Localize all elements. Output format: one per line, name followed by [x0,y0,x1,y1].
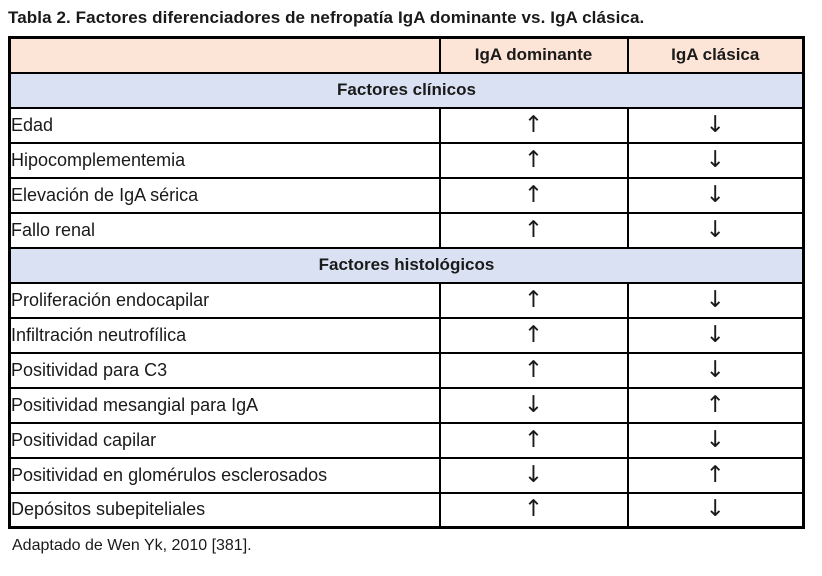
arrow-down-icon: ↓ [438,386,629,424]
table-row: Infiltración neutrofílica ↑ ↓ [8,316,805,354]
row-label: Elevación de IgA sérica [8,176,441,214]
row-label: Hipocomplementemia [8,141,441,179]
row-label: Fallo renal [8,211,441,249]
arrow-down-icon: ↓ [626,141,805,179]
column-header-iga-clasica: IgA clásica [626,36,805,74]
arrow-up-icon: ↑ [438,141,629,179]
table-row: Elevación de IgA sérica ↑ ↓ [8,176,805,214]
arrow-up-icon: ↑ [626,386,805,424]
column-header-iga-dominante: IgA dominante [438,36,629,74]
row-label: Edad [8,106,441,144]
arrow-down-icon: ↓ [626,316,805,354]
table-row: Positividad en glomérulos esclerosados ↓… [8,456,805,494]
arrow-up-icon: ↑ [438,421,629,459]
table-row: Depósitos subepiteliales ↑ ↓ [8,491,805,529]
table-header-row: IgA dominante IgA clásica [8,36,805,74]
arrow-up-icon: ↑ [438,176,629,214]
table-row: Positividad para C3 ↑ ↓ [8,351,805,389]
table-row: Hipocomplementemia ↑ ↓ [8,141,805,179]
arrow-up-icon: ↑ [438,211,629,249]
row-label: Positividad para C3 [8,351,441,389]
page: Tabla 2. Factores diferenciadores de nef… [8,8,805,554]
column-header-blank [8,36,441,74]
section-header-clinical: Factores clínicos [8,71,805,109]
table-row: Fallo renal ↑ ↓ [8,211,805,249]
table-row: Positividad capilar ↑ ↓ [8,421,805,459]
arrow-down-icon: ↓ [626,351,805,389]
arrow-up-icon: ↑ [626,456,805,494]
row-label: Positividad mesangial para IgA [8,386,441,424]
arrow-down-icon: ↓ [438,456,629,494]
table-row: Edad ↑ ↓ [8,106,805,144]
arrow-up-icon: ↑ [438,281,629,319]
section-header-histological: Factores histológicos [8,246,805,284]
table-row: Proliferación endocapilar ↑ ↓ [8,281,805,319]
arrow-down-icon: ↓ [626,491,805,529]
page-title: Tabla 2. Factores diferenciadores de nef… [8,8,645,27]
comparison-table: IgA dominante IgA clásica Factores clíni… [8,36,805,529]
arrow-down-icon: ↓ [626,106,805,144]
row-label: Depósitos subepiteliales [8,491,441,529]
arrow-up-icon: ↑ [438,351,629,389]
table-row: Positividad mesangial para IgA ↓ ↑ [8,386,805,424]
row-label: Infiltración neutrofílica [8,316,441,354]
row-label: Positividad en glomérulos esclerosados [8,456,441,494]
arrow-up-icon: ↑ [438,106,629,144]
arrow-down-icon: ↓ [626,211,805,249]
row-label: Proliferación endocapilar [8,281,441,319]
arrow-up-icon: ↑ [438,316,629,354]
section-title: Factores histológicos [8,246,805,284]
arrow-down-icon: ↓ [626,281,805,319]
section-title: Factores clínicos [8,71,805,109]
arrow-down-icon: ↓ [626,176,805,214]
source-footnote: Adaptado de Wen Yk, 2010 [381]. [12,537,252,554]
arrow-down-icon: ↓ [626,421,805,459]
row-label: Positividad capilar [8,421,441,459]
arrow-up-icon: ↑ [438,491,629,529]
